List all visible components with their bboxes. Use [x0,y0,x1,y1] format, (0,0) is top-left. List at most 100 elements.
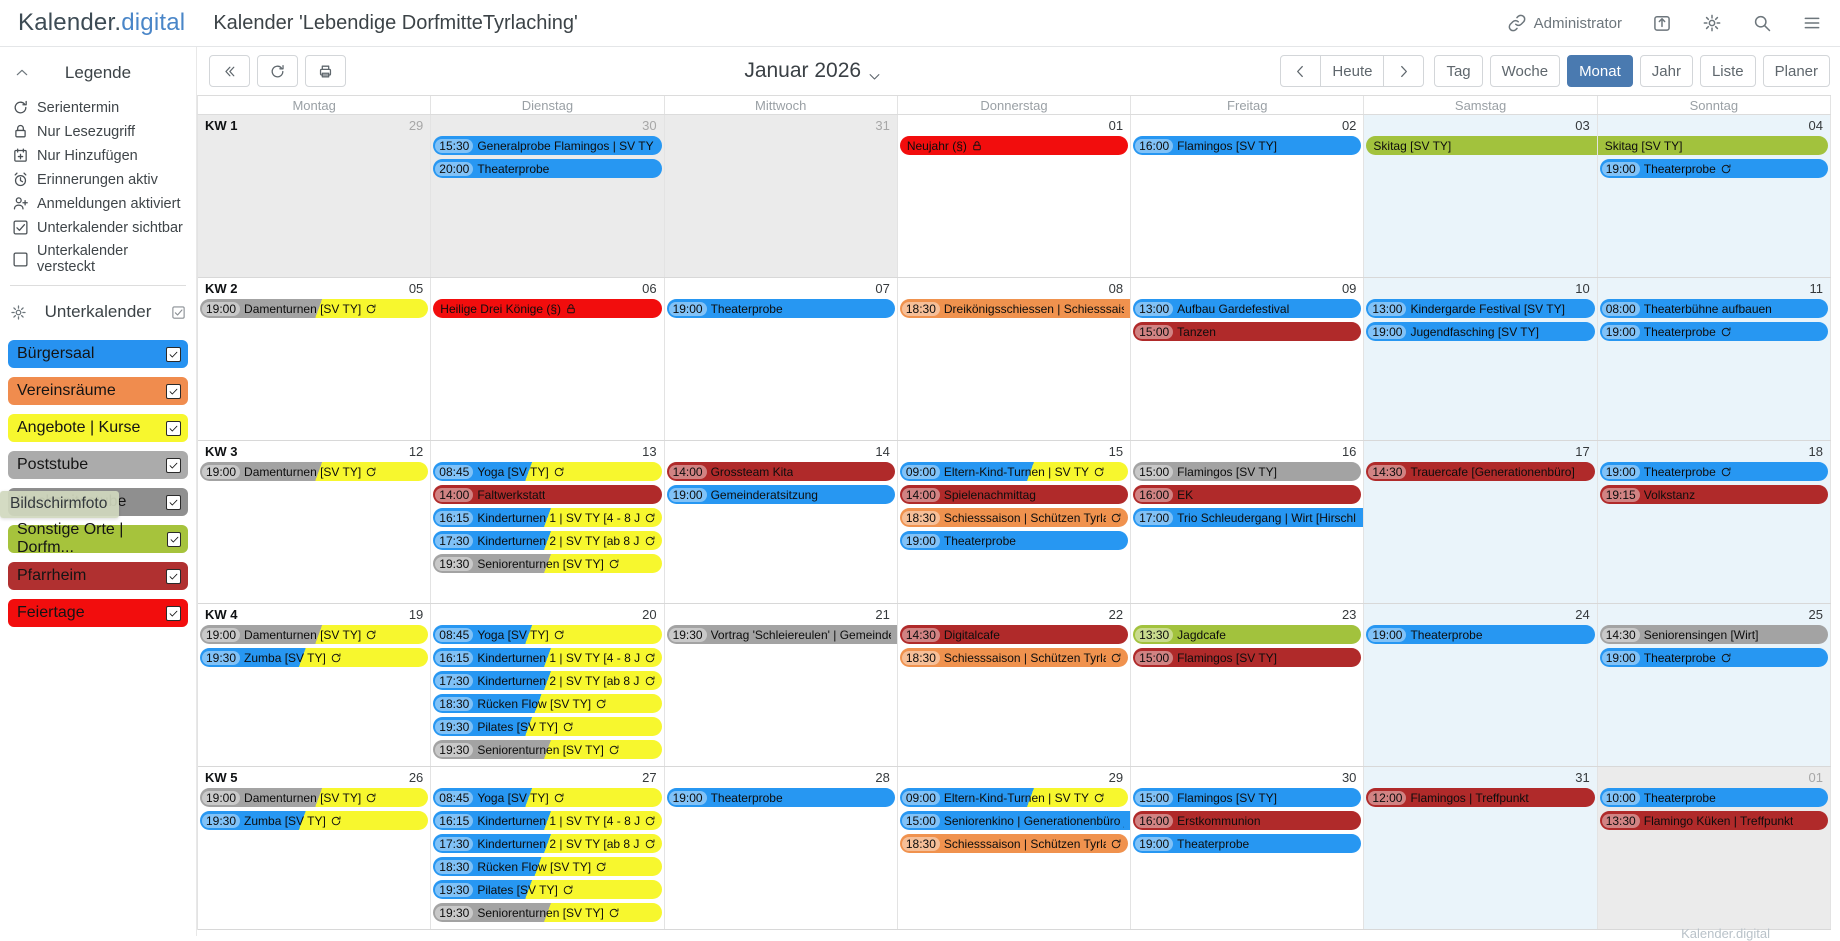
event-pill[interactable]: 14:00 Grossteam Kita [666,462,895,481]
day-cell[interactable]: 14 14:00 Grossteam Kita 19:00 Gemeinderatsit… [664,441,898,603]
event-pill[interactable]: 15:00 Flamingos [SV TY] [1133,648,1362,667]
day-cell[interactable]: 28 19:00 Theaterprobe [664,767,898,929]
subcalendar-checkbox[interactable] [166,568,181,584]
day-cell[interactable]: 11 08:00 Theaterbühne aufbauen 19:00 Theater… [1597,278,1831,440]
day-cell[interactable]: 04 Skitag [SV TY] 19:00 Theaterprobe [1597,115,1831,277]
day-cell[interactable]: 13 08:45 Yoga [SV TY] 14:00 Faltwerkstatt 16:… [431,441,665,603]
event-pill[interactable]: 19:00 Damenturnen [SV TY] [200,299,429,318]
view-button-jahr[interactable]: Jahr [1639,55,1693,87]
event-pill[interactable]: 19:00 Theaterprobe [666,788,895,807]
day-cell[interactable]: 22 14:30 Digitalcafe 18:30 Schiesssaison | S… [897,604,1132,766]
event-pill[interactable]: 08:45 Yoga [SV TY] [433,788,662,807]
event-pill[interactable]: 15:00 Flamingos [SV TY] [1133,788,1362,807]
print-button[interactable] [305,55,346,87]
event-pill[interactable]: Neujahr (§) [899,136,1129,155]
subcalendar-checkbox[interactable] [166,346,181,362]
subcalendar-item[interactable]: Feiertage [8,599,188,627]
day-cell[interactable]: KW 5 26 19:00 Damenturnen [SV TY] 19:30 Zumba… [198,767,432,929]
day-cell[interactable]: 15 09:00 Eltern-Kind-Turnen | SV TY 14:00 Sp… [897,441,1132,603]
subcalendar-item[interactable]: Poststube [8,451,188,479]
day-cell[interactable]: 02 16:00 Flamingos [SV TY] [1131,115,1365,277]
event-pill[interactable]: Skitag [SV TY] [1597,136,1828,155]
day-cell[interactable]: 20 08:45 Yoga [SV TY] 16:15 Kinderturnen 1 |… [431,604,665,766]
event-pill[interactable]: 14:30 Seniorensingen [Wirt] [1599,625,1828,644]
day-cell[interactable]: KW 4 19 19:00 Damenturnen [SV TY] 19:30 Zumba… [198,604,432,766]
event-pill[interactable]: 13:00 Aufbau Gardefestival [1133,299,1362,318]
event-pill[interactable]: 18:30 Rücken Flow [SV TY] [433,694,662,713]
month-selector[interactable]: Januar 2026 [346,59,1280,83]
subcalendar-settings-icon[interactable] [10,304,27,321]
subcalendar-checkbox[interactable] [166,420,181,436]
day-cell[interactable]: 10 13:00 Kindergarde Festival [SV TY] 19:00… [1364,278,1598,440]
event-pill[interactable]: 19:00 Jugendfasching [SV TY] [1366,322,1595,341]
event-pill[interactable]: 19:00 Theaterprobe [666,299,895,318]
view-button-tag[interactable]: Tag [1434,55,1483,87]
day-cell[interactable]: 01 Neujahr (§) [897,115,1132,277]
subcalendar-checkbox[interactable] [166,494,181,510]
refresh-button[interactable] [257,55,298,87]
jump-back-button[interactable] [209,55,250,87]
event-pill[interactable]: 08:00 Theaterbühne aufbauen [1599,299,1828,318]
event-pill[interactable]: 19:00 Gemeinderatsitzung [666,485,895,504]
day-cell[interactable]: 24 19:00 Theaterprobe [1364,604,1598,766]
day-cell[interactable]: 25 14:30 Seniorensingen [Wirt] 19:00 Theater… [1597,604,1831,766]
event-pill[interactable]: 19:30 Zumba [SV TY] [200,648,429,667]
event-pill[interactable]: 15:30 Generalprobe Flamingos | SV TY [433,136,662,155]
event-pill[interactable]: 13:30 Jagdcafe [1133,625,1362,644]
menu-icon[interactable] [1802,13,1822,33]
day-cell[interactable]: KW 3 12 19:00 Damenturnen [SV TY] [198,441,432,603]
event-pill[interactable]: 19:00 Theaterprobe [899,531,1129,550]
subcalendar-item[interactable]: Pfarrheim [8,562,188,590]
view-button-monat[interactable]: Monat [1567,55,1633,87]
gear-icon[interactable] [1702,13,1722,33]
event-pill[interactable]: 09:00 Eltern-Kind-Turnen | SV TY [899,462,1129,481]
event-pill[interactable]: 16:00 Flamingos [SV TY] [1133,136,1362,155]
event-pill[interactable]: 19:30 Pilates [SV TY] [433,717,662,736]
subcalendar-checkbox[interactable] [166,605,181,621]
event-pill[interactable]: 19:30 Zumba [SV TY] [200,811,429,830]
subcalendar-item[interactable]: Vereinsräume [8,377,188,405]
view-button-planer[interactable]: Planer [1762,55,1830,87]
day-cell[interactable]: 31 [664,115,898,277]
search-icon[interactable] [1752,13,1772,33]
subcalendar-checkbox[interactable] [166,457,181,473]
event-pill[interactable]: Skitag [SV TY] [1366,136,1597,155]
event-pill[interactable]: 19:00 Theaterprobe [1599,648,1828,667]
event-pill[interactable]: 19:00 Theaterprobe [1133,834,1362,853]
day-cell[interactable]: 01 10:00 Theaterprobe 13:30 Flamingo Küken |… [1597,767,1831,929]
event-pill[interactable]: 19:30 Seniorenturnen [SV TY] [433,554,662,573]
next-button[interactable] [1383,55,1425,87]
day-cell[interactable]: 23 13:30 Jagdcafe 15:00 Flamingos [SV TY] [1131,604,1365,766]
event-pill[interactable]: 12:00 Flamingos | Treffpunkt [1366,788,1595,807]
event-pill[interactable]: 19:00 Theaterprobe [1366,625,1595,644]
event-pill[interactable]: 20:00 Theaterprobe [433,159,662,178]
event-pill[interactable]: 19:15 Volkstanz [1599,485,1828,504]
subcalendar-item[interactable]: Sonstige Orte | Dorfm... [8,521,188,556]
day-cell[interactable]: 16 15:00 Flamingos [SV TY] 16:00 EK 17:00 Trio… [1131,441,1365,603]
day-cell[interactable]: 17 14:30 Trauercafe [Generationenbüro] [1364,441,1598,603]
day-cell[interactable]: 07 19:00 Theaterprobe [664,278,898,440]
administrator-link[interactable]: Administrator [1507,13,1622,33]
day-cell[interactable]: 03 Skitag [SV TY] [1364,115,1598,277]
event-pill[interactable]: 19:00 Theaterprobe [1599,159,1828,178]
subcalendar-item[interactable]: Angebote | Kurse [8,414,188,442]
event-pill[interactable]: 14:30 Digitalcafe [899,625,1129,644]
event-pill[interactable]: 09:00 Eltern-Kind-Turnen | SV TY [899,788,1129,807]
subcalendar-checkbox[interactable] [166,383,181,399]
event-pill[interactable]: 14:30 Trauercafe [Generationenbüro] [1366,462,1595,481]
day-cell[interactable]: 09 13:00 Aufbau Gardefestival 15:00 Tanzen [1131,278,1365,440]
day-cell[interactable]: 06 Heilige Drei Könige (§) [431,278,665,440]
subcalendars-checkbox-icon[interactable] [171,305,186,320]
event-pill[interactable]: 19:00 Damenturnen [SV TY] [200,788,429,807]
day-cell[interactable]: 27 08:45 Yoga [SV TY] 16:15 Kinderturnen 1 |… [431,767,665,929]
event-pill[interactable]: 19:00 Damenturnen [SV TY] [200,625,429,644]
